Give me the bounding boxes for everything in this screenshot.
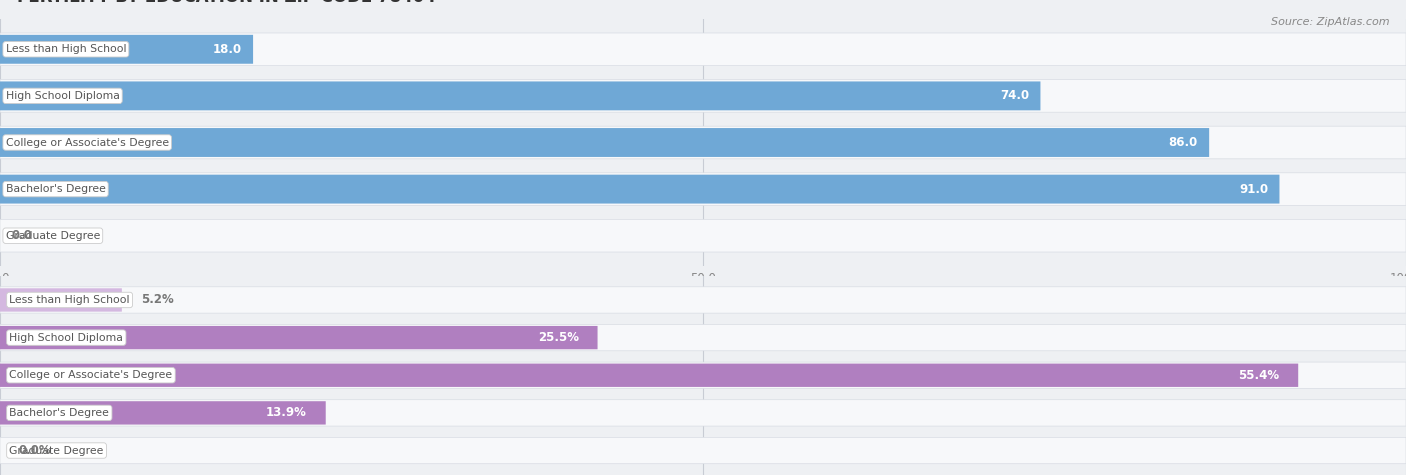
Text: Bachelor's Degree: Bachelor's Degree (6, 184, 105, 194)
Text: Less than High School: Less than High School (10, 295, 129, 305)
Text: 5.2%: 5.2% (141, 294, 173, 306)
Text: High School Diploma: High School Diploma (6, 91, 120, 101)
Text: Graduate Degree: Graduate Degree (6, 231, 100, 241)
FancyBboxPatch shape (0, 326, 598, 349)
Text: College or Associate's Degree: College or Associate's Degree (10, 370, 173, 380)
Text: 74.0: 74.0 (1000, 89, 1029, 103)
Text: FERTILITY BY EDUCATION IN ZIP CODE 78404: FERTILITY BY EDUCATION IN ZIP CODE 78404 (17, 0, 436, 6)
Text: 91.0: 91.0 (1239, 182, 1268, 196)
Text: 0.0%: 0.0% (18, 444, 52, 457)
Text: College or Associate's Degree: College or Associate's Degree (6, 137, 169, 148)
Text: Bachelor's Degree: Bachelor's Degree (10, 408, 110, 418)
FancyBboxPatch shape (0, 401, 326, 425)
FancyBboxPatch shape (0, 126, 1406, 159)
Text: Source: ZipAtlas.com: Source: ZipAtlas.com (1271, 17, 1389, 27)
FancyBboxPatch shape (0, 35, 253, 64)
Text: 25.5%: 25.5% (538, 331, 579, 344)
FancyBboxPatch shape (0, 437, 1406, 464)
FancyBboxPatch shape (0, 128, 1209, 157)
FancyBboxPatch shape (0, 287, 1406, 313)
Text: Graduate Degree: Graduate Degree (10, 446, 104, 456)
FancyBboxPatch shape (0, 324, 1406, 351)
FancyBboxPatch shape (0, 400, 1406, 426)
FancyBboxPatch shape (0, 219, 1406, 252)
FancyBboxPatch shape (0, 175, 1279, 204)
Text: 0.0: 0.0 (11, 229, 32, 242)
FancyBboxPatch shape (0, 173, 1406, 205)
FancyBboxPatch shape (0, 33, 1406, 66)
FancyBboxPatch shape (0, 362, 1406, 389)
FancyBboxPatch shape (0, 80, 1406, 112)
Text: High School Diploma: High School Diploma (10, 332, 124, 342)
Text: 18.0: 18.0 (212, 43, 242, 56)
FancyBboxPatch shape (0, 81, 1040, 110)
FancyBboxPatch shape (0, 363, 1298, 387)
FancyBboxPatch shape (0, 288, 122, 312)
Text: 86.0: 86.0 (1168, 136, 1198, 149)
Text: Less than High School: Less than High School (6, 44, 127, 54)
Text: 55.4%: 55.4% (1239, 369, 1279, 382)
Text: 13.9%: 13.9% (266, 407, 307, 419)
